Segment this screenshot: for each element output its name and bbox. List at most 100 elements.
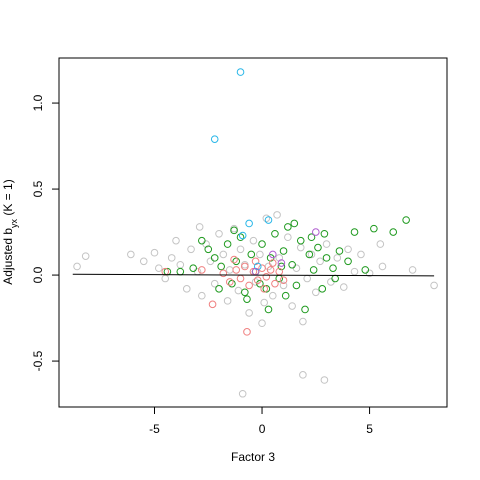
point bbox=[245, 309, 253, 317]
y-tick-label: 1.0 bbox=[31, 94, 45, 111]
point bbox=[301, 305, 309, 314]
point bbox=[402, 216, 410, 224]
point bbox=[230, 255, 238, 264]
point bbox=[264, 216, 273, 224]
point bbox=[127, 250, 135, 259]
point bbox=[208, 300, 217, 309]
point bbox=[241, 288, 249, 297]
point bbox=[296, 236, 305, 245]
point bbox=[251, 257, 260, 266]
y-tick-label: 0.5 bbox=[31, 180, 45, 197]
point bbox=[232, 266, 241, 274]
y-label-rest: (K = 1) bbox=[1, 179, 15, 219]
point bbox=[204, 245, 213, 254]
x-tick-label: -5 bbox=[149, 422, 160, 436]
point bbox=[236, 274, 245, 283]
point bbox=[279, 247, 288, 255]
point bbox=[327, 278, 335, 286]
point bbox=[139, 257, 148, 266]
point bbox=[344, 245, 352, 254]
point bbox=[268, 291, 277, 300]
point bbox=[389, 228, 398, 236]
x-tick-label: 5 bbox=[366, 422, 373, 436]
y-label-sub: yx bbox=[9, 218, 19, 228]
point bbox=[322, 240, 331, 248]
point bbox=[236, 245, 245, 254]
point bbox=[329, 264, 337, 272]
point bbox=[215, 285, 223, 293]
point bbox=[320, 376, 329, 384]
point bbox=[256, 250, 264, 259]
point bbox=[167, 254, 176, 262]
point bbox=[344, 257, 352, 266]
point bbox=[333, 254, 342, 262]
point bbox=[266, 266, 275, 274]
point bbox=[260, 298, 268, 307]
point bbox=[350, 267, 359, 276]
x-axis-label: Factor 3 bbox=[231, 450, 275, 464]
point bbox=[430, 281, 438, 290]
point bbox=[314, 243, 322, 252]
point bbox=[217, 262, 225, 271]
point bbox=[316, 257, 324, 266]
point bbox=[312, 288, 320, 297]
point bbox=[219, 269, 228, 278]
y-tick-label: 0.0 bbox=[31, 266, 45, 283]
point bbox=[253, 262, 262, 271]
point bbox=[258, 319, 266, 328]
point bbox=[210, 254, 219, 262]
point bbox=[262, 214, 271, 223]
y-tick-label: -0.5 bbox=[31, 350, 45, 371]
point bbox=[305, 250, 314, 259]
point bbox=[210, 135, 219, 143]
fit-line bbox=[72, 273, 435, 277]
y-axis-label: Adjusted byx (K = 1) bbox=[1, 179, 19, 284]
point bbox=[258, 240, 266, 248]
point bbox=[275, 254, 284, 262]
point bbox=[318, 285, 327, 293]
point bbox=[193, 267, 202, 276]
point bbox=[245, 219, 253, 228]
point bbox=[154, 264, 163, 272]
point bbox=[245, 281, 253, 290]
point bbox=[247, 250, 256, 259]
point bbox=[271, 279, 279, 288]
point bbox=[376, 240, 385, 248]
point bbox=[292, 264, 301, 272]
point bbox=[339, 283, 348, 291]
point bbox=[284, 233, 292, 242]
point bbox=[210, 279, 219, 288]
point bbox=[378, 262, 387, 271]
point bbox=[277, 262, 286, 271]
point bbox=[260, 285, 268, 293]
point bbox=[361, 266, 370, 274]
point bbox=[279, 276, 288, 285]
y-label-main: Adjusted b bbox=[1, 228, 15, 285]
point bbox=[312, 228, 320, 236]
point bbox=[241, 262, 249, 271]
point bbox=[292, 281, 301, 290]
point bbox=[182, 285, 191, 293]
point bbox=[309, 266, 318, 274]
point bbox=[268, 250, 277, 259]
point bbox=[307, 250, 316, 259]
point bbox=[223, 297, 232, 305]
point bbox=[370, 224, 378, 233]
point bbox=[172, 236, 180, 245]
point bbox=[223, 240, 232, 248]
point bbox=[281, 291, 290, 300]
point bbox=[195, 223, 204, 231]
point bbox=[249, 236, 258, 245]
point bbox=[228, 279, 236, 288]
point bbox=[232, 257, 241, 266]
point bbox=[150, 248, 159, 257]
point bbox=[81, 252, 90, 260]
point bbox=[189, 264, 198, 272]
point bbox=[320, 229, 329, 238]
point bbox=[296, 243, 305, 252]
point bbox=[264, 305, 273, 314]
point bbox=[236, 233, 245, 242]
point bbox=[262, 285, 271, 293]
point bbox=[176, 260, 185, 269]
